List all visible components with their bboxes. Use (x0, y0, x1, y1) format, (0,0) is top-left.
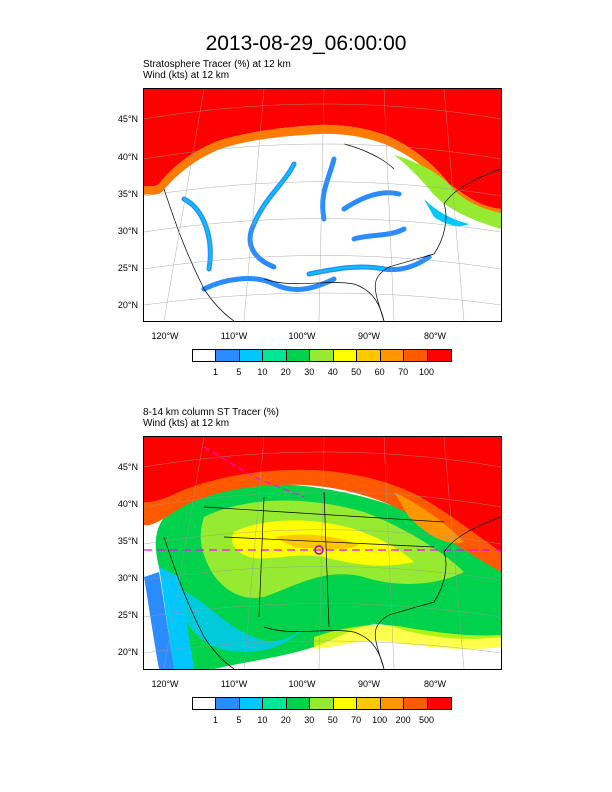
panel2-wind-label: Wind (kts) at 12 km (143, 418, 230, 429)
lon-label-80: 80°W (423, 331, 447, 341)
lat-label-30: 30°N (117, 226, 138, 236)
lat-label-40: 40°N (117, 499, 138, 509)
lon-label-120: 120°W (151, 331, 179, 341)
colorbar-swatch (333, 350, 358, 361)
colorbar-swatch (427, 350, 451, 361)
colorbar-swatch (310, 350, 334, 361)
lat-label-30: 30°N (117, 573, 138, 583)
colorbar-level-label: 100 (372, 715, 388, 725)
colorbar-level-label: 30 (304, 715, 315, 725)
colorbar-swatch (404, 350, 428, 361)
map-title: 2013-08-29_06:00:00 (205, 32, 407, 55)
colorbar-swatch (380, 350, 405, 361)
colorbar-level-label: 30 (304, 367, 315, 377)
colorbar-level-label: 40 (327, 367, 338, 377)
colorbar-level-label: 5 (236, 367, 242, 377)
colorbar-level-label: 100 (419, 367, 435, 377)
colorbar-level-label: 50 (351, 367, 362, 377)
colorbar-swatch (193, 698, 217, 709)
lon-label-80: 80°W (423, 679, 447, 689)
lon-label-100: 100°W (288, 679, 316, 689)
colorbar-swatch (427, 698, 451, 709)
lat-label-25: 25°N (117, 263, 138, 273)
colorbar-level-label: 1 (212, 715, 218, 725)
colorbar-swatch (357, 698, 381, 709)
colorbar-level-label: 50 (327, 715, 338, 725)
colorbar-swatch (380, 698, 405, 709)
colorbar-swatch (193, 350, 217, 361)
colorbar-level-label: 20 (280, 367, 291, 377)
colorbar-swatch (333, 698, 358, 709)
colorbar-level-label: 70 (351, 715, 362, 725)
colorbar-level-label: 10 (257, 715, 268, 725)
lat-label-20: 20°N (117, 300, 138, 310)
panel1-wind-label: Wind (kts) at 12 km (143, 70, 230, 81)
panel2-field-label: 8-14 km column ST Tracer (%) (143, 407, 279, 418)
colorbar-level-label: 20 (280, 715, 291, 725)
colorbar-swatch (357, 350, 381, 361)
colorbar-swatch (286, 350, 311, 361)
lat-label-45: 45°N (117, 114, 138, 124)
panel1-colorbar (192, 349, 452, 362)
colorbar-swatch (404, 698, 428, 709)
lon-label-110: 110°W (220, 679, 248, 689)
colorbar-level-label: 5 (236, 715, 242, 725)
colorbar-swatch (263, 698, 287, 709)
colorbar-swatch (263, 350, 287, 361)
panel1-map (143, 88, 502, 322)
lat-label-20: 20°N (117, 647, 138, 657)
lat-label-45: 45°N (117, 462, 138, 472)
lat-label-35: 35°N (117, 189, 138, 199)
panel2-map (143, 436, 502, 670)
panel2-colorbar (192, 697, 452, 710)
lat-label-25: 25°N (117, 610, 138, 620)
colorbar-swatch (239, 698, 264, 709)
lon-label-110: 110°W (220, 331, 248, 341)
colorbar-level-label: 500 (419, 715, 435, 725)
colorbar-swatch (216, 698, 240, 709)
panel1-field-label: Stratosphere Tracer (%) at 12 km (143, 59, 291, 70)
colorbar-level-label: 10 (257, 367, 268, 377)
lat-label-35: 35°N (117, 536, 138, 546)
colorbar-swatch (286, 698, 311, 709)
lon-label-90: 90°W (357, 331, 381, 341)
colorbar-level-label: 200 (395, 715, 411, 725)
colorbar-swatch (239, 350, 264, 361)
lon-label-100: 100°W (288, 331, 316, 341)
lat-label-40: 40°N (117, 152, 138, 162)
colorbar-level-label: 70 (398, 367, 409, 377)
colorbar-level-label: 60 (374, 367, 385, 377)
colorbar-swatch (216, 350, 240, 361)
lon-label-90: 90°W (357, 679, 381, 689)
colorbar-level-label: 1 (212, 367, 218, 377)
lon-label-120: 120°W (151, 679, 179, 689)
colorbar-swatch (310, 698, 334, 709)
